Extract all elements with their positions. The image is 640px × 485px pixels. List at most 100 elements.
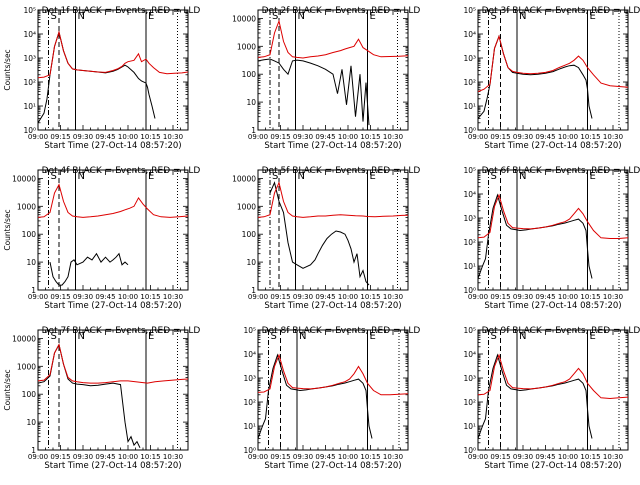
x-tick-label: 09:00	[28, 133, 48, 141]
x-tick-label: 09:00	[248, 293, 268, 301]
event-marker-label: E	[148, 11, 154, 22]
x-tick-label: 10:00	[558, 293, 578, 301]
chart-panel: Det 4f BLACK = Events, RED = LLD 1 10 100 10…	[3, 166, 200, 311]
x-axis-label: Start Time (27-Oct-14 08:57:20)	[44, 141, 181, 151]
y-tick-label: 10³	[23, 54, 36, 63]
chart-title: Det 4f BLACK = Events, RED = LLD	[42, 166, 201, 176]
x-tick-label: 09:30	[513, 293, 533, 301]
x-tick-label: 09:15	[50, 453, 70, 461]
event-marker-label: N	[298, 11, 305, 22]
y-tick-label: 10²	[243, 398, 256, 407]
event-marker-label: S	[271, 331, 277, 342]
y-tick-label: 10³	[463, 214, 476, 223]
y-tick-label: 1	[31, 286, 36, 295]
event-marker-label: S	[51, 331, 57, 342]
x-tick-label: 09:15	[270, 133, 290, 141]
lld-series-line	[258, 19, 408, 59]
y-tick-label: 10³	[463, 374, 476, 383]
y-tick-label: 1000	[17, 202, 36, 211]
y-tick-label: 100	[22, 230, 37, 239]
y-tick-label: 10⁵	[463, 326, 476, 335]
x-tick-label: 09:30	[73, 453, 93, 461]
event-marker-label: E	[148, 171, 154, 182]
y-tick-label: 10⁵	[463, 166, 476, 175]
y-tick-label: 10⁰	[463, 446, 476, 455]
event-marker-label: S	[491, 11, 497, 22]
event-marker-label: E	[148, 331, 154, 342]
y-tick-label: 10⁴	[23, 30, 36, 39]
y-tick-label: 10000	[12, 334, 36, 343]
x-tick-label: 09:00	[28, 293, 48, 301]
x-tick-label: 10:30	[383, 133, 403, 141]
x-tick-label: 09:30	[293, 293, 313, 301]
chart-panel: Det 1f BLACK = Events, RED = LLD 10⁰ 10¹ 10…	[3, 6, 200, 151]
y-tick-label: 10	[26, 418, 36, 427]
events-series-line	[269, 181, 370, 286]
event-marker-label: N	[298, 171, 305, 182]
x-axis-label: Start Time (27-Oct-14 08:57:20)	[264, 301, 401, 311]
x-tick-label: 10:15	[580, 453, 600, 461]
events-series-line	[38, 30, 156, 124]
chart-panel: Det 2f BLACK = Events, RED = LLD 1 10 100 10…	[232, 6, 420, 151]
y-tick-label: 10¹	[463, 262, 476, 271]
events-series-line	[258, 58, 370, 126]
chart-panel: Det 7f BLACK = Events, RED = LLD 1 10 100 10…	[3, 326, 200, 471]
x-tick-label: 09:30	[73, 293, 93, 301]
event-marker-label: E	[590, 171, 596, 182]
x-tick-label: 09:30	[513, 453, 533, 461]
chart-title: Det 5f BLACK = Events, RED = LLD	[262, 166, 421, 176]
x-tick-label: 10:15	[360, 133, 380, 141]
x-tick-label: 09:45	[535, 293, 555, 301]
event-marker-label: N	[78, 171, 85, 182]
y-tick-label: 10²	[463, 398, 476, 407]
x-axis-label: Start Time (27-Oct-14 08:57:20)	[484, 301, 621, 311]
x-tick-label: 10:30	[383, 453, 403, 461]
y-tick-label: 10¹	[243, 422, 256, 431]
x-tick-label: 09:30	[73, 133, 93, 141]
chart-title: Det 8f BLACK = Events, RED = LLD	[262, 326, 421, 336]
events-series-line	[478, 34, 593, 119]
x-tick-label: 10:15	[360, 293, 380, 301]
events-series-line	[49, 252, 129, 286]
x-tick-label: 09:15	[50, 133, 70, 141]
y-tick-label: 10⁴	[463, 350, 476, 359]
y-tick-label: 1	[31, 446, 36, 455]
event-marker-label: S	[491, 331, 497, 342]
y-axis-label: Counts/sec	[3, 209, 12, 250]
events-series-line	[478, 193, 593, 279]
x-tick-label: 09:30	[293, 133, 313, 141]
x-tick-label: 09:00	[468, 453, 488, 461]
x-tick-label: 09:00	[248, 453, 268, 461]
events-series-line	[478, 353, 593, 439]
chart-panel: Det 9f BLACK = Events, RED = LLD10⁰10¹10…	[463, 326, 640, 471]
y-tick-label: 10²	[23, 78, 36, 87]
y-tick-label: 10⁴	[243, 350, 256, 359]
lld-series-line	[38, 183, 188, 218]
x-tick-label: 10:15	[140, 293, 160, 301]
event-marker-label: S	[51, 171, 57, 182]
x-tick-label: 10:15	[580, 133, 600, 141]
event-marker-label: N	[78, 331, 85, 342]
event-marker-label: S	[272, 11, 278, 22]
event-marker-label: S	[51, 11, 57, 22]
x-tick-label: 10:30	[603, 293, 623, 301]
x-tick-label: 09:00	[248, 133, 268, 141]
y-tick-label: 1	[251, 126, 256, 135]
event-marker-label: N	[519, 171, 526, 182]
x-tick-label: 09:45	[315, 453, 335, 461]
x-tick-label: 09:15	[270, 453, 290, 461]
chart-panel: Det 3f BLACK = Events, RED = LLD10⁰10¹10…	[463, 6, 640, 151]
x-tick-label: 10:15	[580, 293, 600, 301]
x-axis-label: Start Time (27-Oct-14 08:57:20)	[44, 301, 181, 311]
y-tick-label: 10²	[463, 238, 476, 247]
y-tick-label: 10³	[463, 54, 476, 63]
y-tick-label: 100	[22, 390, 37, 399]
x-tick-label: 09:45	[535, 453, 555, 461]
chart-title: Det 1f BLACK = Events, RED = LLD	[42, 6, 201, 16]
x-tick-label: 09:45	[535, 133, 555, 141]
chart-panel: Det 6f BLACK = Events, RED = LLD10⁰10¹10…	[463, 166, 640, 311]
plot-frame	[37, 329, 189, 451]
x-axis-label: Start Time (27-Oct-14 08:57:20)	[264, 461, 401, 471]
y-tick-label: 10000	[232, 174, 256, 183]
